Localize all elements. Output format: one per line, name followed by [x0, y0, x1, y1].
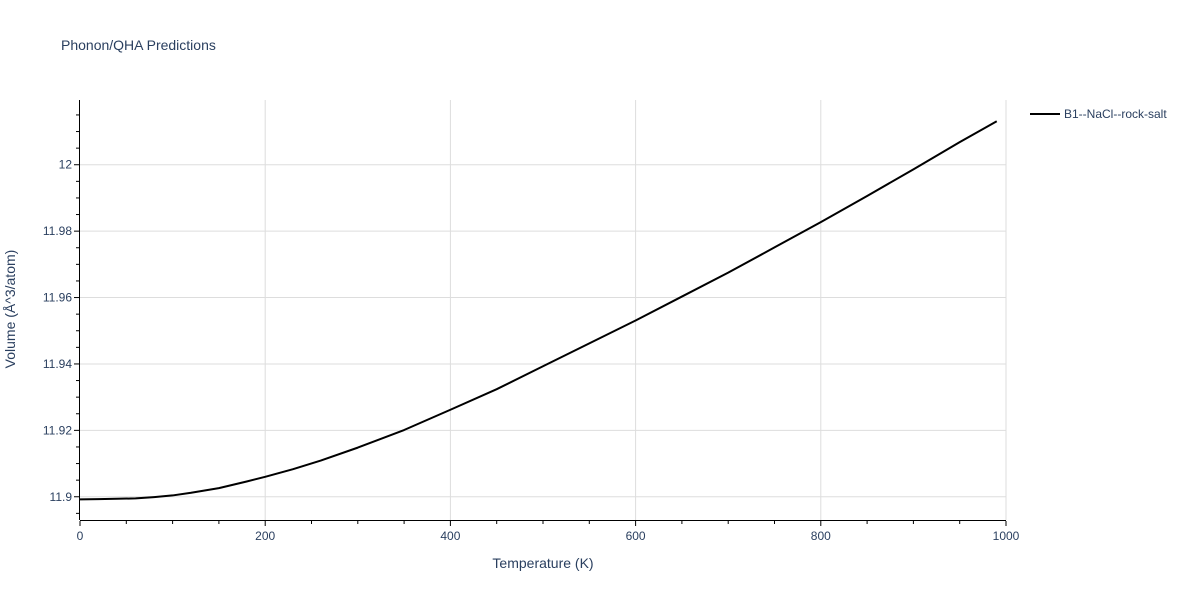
y-tick-label: 11.94 — [43, 357, 72, 371]
y-tick-label: 11.9 — [50, 490, 73, 504]
axes — [74, 100, 1007, 526]
y-tick-label: 11.98 — [43, 224, 72, 238]
y-axis-title: Volume (Å^3/atom) — [2, 250, 18, 369]
x-tick-label: 800 — [811, 529, 831, 543]
x-tick-label: 600 — [626, 529, 646, 543]
tick-labels: 0 200 400 600 800 1000 11.9 11.92 11.94 11.96 11.9… — [43, 158, 1020, 543]
series-lines — [79, 120, 998, 501]
x-axis-title: Temperature (K) — [492, 555, 593, 571]
x-tick-label: 400 — [440, 529, 460, 543]
y-tick-label: 12 — [59, 158, 73, 172]
y-tick-label: 11.96 — [43, 291, 72, 305]
grid — [80, 100, 1007, 520]
x-tick-label: 0 — [77, 529, 84, 543]
y-tick-label: 11.92 — [43, 423, 72, 437]
x-tick-label: 1000 — [993, 529, 1020, 543]
legend-label: B1--NaCl--rock-salt — [1064, 107, 1167, 121]
series-line — [79, 120, 998, 501]
x-tick-label: 200 — [255, 529, 275, 543]
legend[interactable]: B1--NaCl--rock-salt — [1030, 107, 1167, 121]
chart-title: Phonon/QHA Predictions — [61, 37, 216, 53]
